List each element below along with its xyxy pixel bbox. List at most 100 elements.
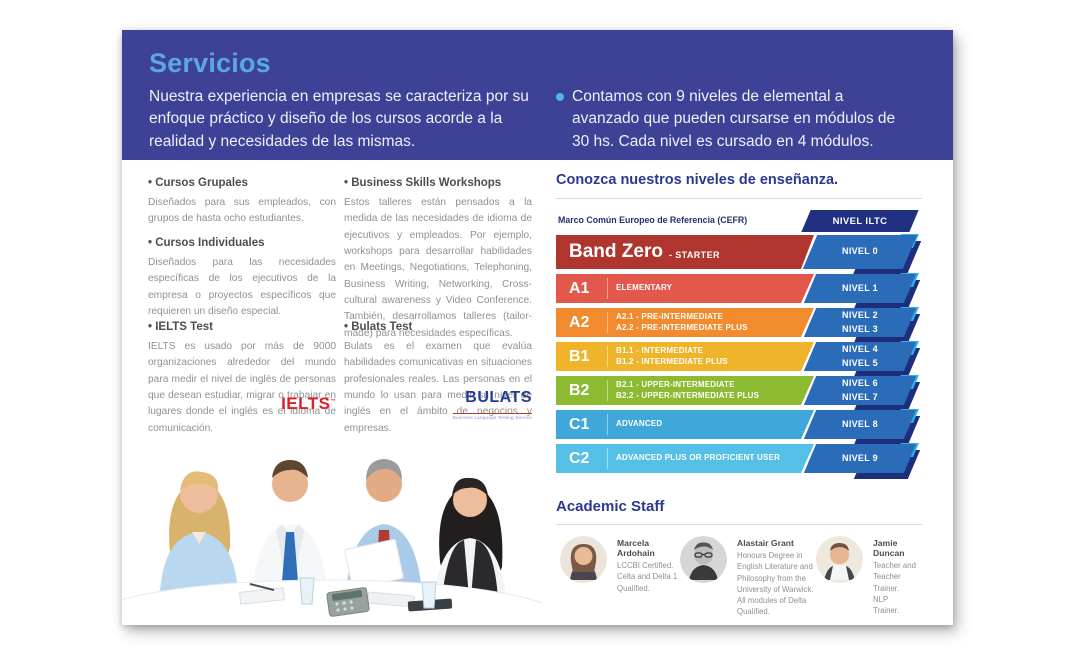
level-row-c2: C2 ADVANCED PLUS OR PROFICIENT USER NIVE… (556, 443, 922, 479)
level-line: A2.2 - PRE-INTERMEDIATE PLUS (616, 322, 748, 332)
nivel-label: NIVEL 9 (842, 452, 878, 463)
level-row-a1: A1 ELEMENTARY NIVEL 1 (556, 273, 922, 309)
level-code: A2 (569, 313, 590, 331)
table-header-row: Marco Común Europeo de Referencia (CEFR)… (556, 210, 922, 232)
service-title: • IELTS Test (148, 321, 213, 333)
cefr-bar: B1 B1.1 - INTERMEDIATE B1.2 - INTERMEDIA… (556, 342, 814, 371)
avatar (816, 536, 863, 583)
vertical-divider (607, 414, 608, 435)
level-row-b1: B1 B1.1 - INTERMEDIATE B1.2 - INTERMEDIA… (556, 341, 922, 377)
bulats-wordmark: BULATS (465, 389, 532, 406)
vertical-divider (607, 448, 608, 469)
level-line: ADVANCED (616, 419, 663, 429)
service-body: Diseñados para sus empleados, con grupos… (148, 197, 336, 225)
ielts-logo: IELTS™ (281, 394, 336, 413)
level-code: B1 (569, 347, 590, 365)
service-cursos-individuales: • Cursos Individuales Diseñados para las… (148, 237, 336, 320)
nivel-label: NIVEL 4 (842, 344, 878, 354)
vertical-divider (607, 312, 608, 333)
staff-name: Jamie Duncan (873, 538, 905, 558)
service-body: Bulats es el examen que evalúa habilidad… (344, 341, 532, 434)
service-cursos-grupales: • Cursos Grupales Diseñados para sus emp… (148, 177, 336, 228)
level-code: Band Zero (569, 241, 663, 262)
header-bullet-item: Contamos con 9 niveles de elemental a av… (556, 86, 912, 153)
team-photo-illustration (122, 459, 567, 625)
cefr-bar: A1 ELEMENTARY (556, 274, 814, 303)
staff-bio: LCCBI Certified. Celta and Delta 1 Quali… (617, 561, 678, 593)
level-row-c1: C1 ADVANCED NIVEL 8 (556, 409, 922, 445)
level-code: C1 (569, 415, 590, 433)
cefr-bar: B2 B2.1 - UPPER-INTERMEDIATE B2.2 - UPPE… (556, 376, 814, 405)
nivel-label: NIVEL 3 (842, 323, 878, 334)
avatar (680, 536, 727, 583)
levels-table: Marco Común Europeo de Referencia (CEFR)… (556, 210, 922, 479)
service-title: • Business Skills Workshops (344, 177, 502, 189)
levels-section: Conozca nuestros niveles de enseñanza. M… (556, 30, 922, 625)
service-body: Diseñados para las necesidades específic… (148, 257, 336, 317)
nivel-cell: NIVEL 8 (802, 409, 922, 445)
nivel-cell: NIVEL 6 NIVEL 7 (802, 375, 922, 411)
staff-row: Marcela Ardohain LCCBI Certified. Celta … (560, 536, 922, 618)
cefr-bar: Band Zero - STARTER (556, 235, 814, 269)
nivel-label: NIVEL 7 (842, 391, 878, 402)
nivel-cell: NIVEL 0 (802, 234, 922, 275)
cefr-bar: C2 ADVANCED PLUS OR PROFICIENT USER (556, 444, 814, 473)
divider-line (556, 524, 922, 525)
service-bulats-test: • Bulats Test Bulats es el examen que ev… (344, 321, 532, 437)
level-code: C2 (569, 449, 590, 467)
brochure-page: Servicios Nuestra experiencia en empresa… (122, 30, 953, 625)
staff-member-jamie: Jamie Duncan Teacher and Teacher Trainer… (816, 536, 916, 618)
nivel-cell: NIVEL 2 NIVEL 3 (802, 307, 922, 343)
staff-name: Alastair Grant (737, 538, 794, 548)
header-band: Servicios Nuestra experiencia en empresa… (122, 30, 953, 160)
service-title: • Bulats Test (344, 321, 413, 333)
header-intro: Nuestra experiencia en empresas se carac… (149, 88, 529, 150)
team-photo (122, 432, 567, 625)
level-line: B1.2 - INTERMEDIATE PLUS (616, 356, 728, 366)
level-line: ADVANCED PLUS OR PROFICIENT USER (616, 453, 781, 463)
staff-member-marcela: Marcela Ardohain LCCBI Certified. Celta … (560, 536, 680, 618)
service-body: Estos talleres están pensados a la medid… (344, 197, 532, 339)
staff-bio: Honours Degree in English Literature and… (737, 551, 814, 617)
bullet-dot-icon (556, 93, 564, 101)
avatar (560, 536, 607, 583)
nivel-label: NIVEL 2 (842, 310, 878, 320)
level-line: B1.1 - INTERMEDIATE (616, 345, 704, 355)
level-line: B2.1 - UPPER-INTERMEDIATE (616, 379, 735, 389)
nivel-label: NIVEL 5 (842, 357, 878, 368)
nivel-label: NIVEL 8 (842, 418, 878, 429)
level-line: A2.1 - PRE-INTERMEDIATE (616, 311, 724, 321)
service-body: IELTS es usado por más de 9000 organizac… (148, 341, 336, 434)
nivel-cell: NIVEL 1 (802, 273, 922, 309)
level-row-b2: B2 B2.1 - UPPER-INTERMEDIATE B2.2 - UPPE… (556, 375, 922, 411)
staff-member-alastair: Alastair Grant Honours Degree in English… (680, 536, 816, 618)
nivel-label: NIVEL 1 (842, 282, 878, 293)
level-row-a2: A2 A2.1 - PRE-INTERMEDIATE A2.2 - PRE-IN… (556, 307, 922, 343)
nivel-label: NIVEL 0 (842, 246, 878, 257)
level-subtitle: - STARTER (668, 249, 720, 260)
cefr-column-header: Marco Común Europeo de Referencia (CEFR) (558, 215, 748, 225)
page-title: Servicios (149, 48, 271, 78)
service-business-skills: • Business Skills Workshops Estos taller… (344, 177, 532, 342)
divider-line (556, 198, 922, 199)
vertical-divider (607, 346, 608, 367)
levels-heading: Conozca nuestros niveles de enseñanza. (556, 172, 839, 188)
bulats-subtitle: Business Language Testing Service (452, 413, 532, 420)
cefr-bar: C1 ADVANCED (556, 410, 814, 439)
vertical-divider (607, 278, 608, 299)
level-line: ELEMENTARY (616, 283, 673, 293)
service-title: • Cursos Grupales (148, 177, 248, 189)
vertical-divider (607, 380, 608, 401)
staff-name: Marcela Ardohain (617, 538, 655, 558)
nivel-cell: NIVEL 4 NIVEL 5 (802, 341, 922, 377)
staff-bio: Teacher and Teacher Trainer. NLP Trainer… (873, 561, 916, 616)
nivel-cell: NIVEL 9 (802, 443, 922, 479)
level-line: B2.2 - UPPER-INTERMEDIATE PLUS (616, 390, 760, 400)
nivel-label: NIVEL 6 (842, 378, 878, 388)
service-title: • Cursos Individuales (148, 237, 265, 249)
trademark-mark: ™ (330, 398, 336, 405)
level-row-band-zero: Band Zero - STARTER NIVEL 0 (556, 234, 922, 275)
service-ielts-test: • IELTS Test IELTS es usado por más de 9… (148, 321, 336, 437)
level-code: B2 (569, 381, 590, 399)
iltc-column-header: NIVEL ILTC (832, 215, 888, 227)
